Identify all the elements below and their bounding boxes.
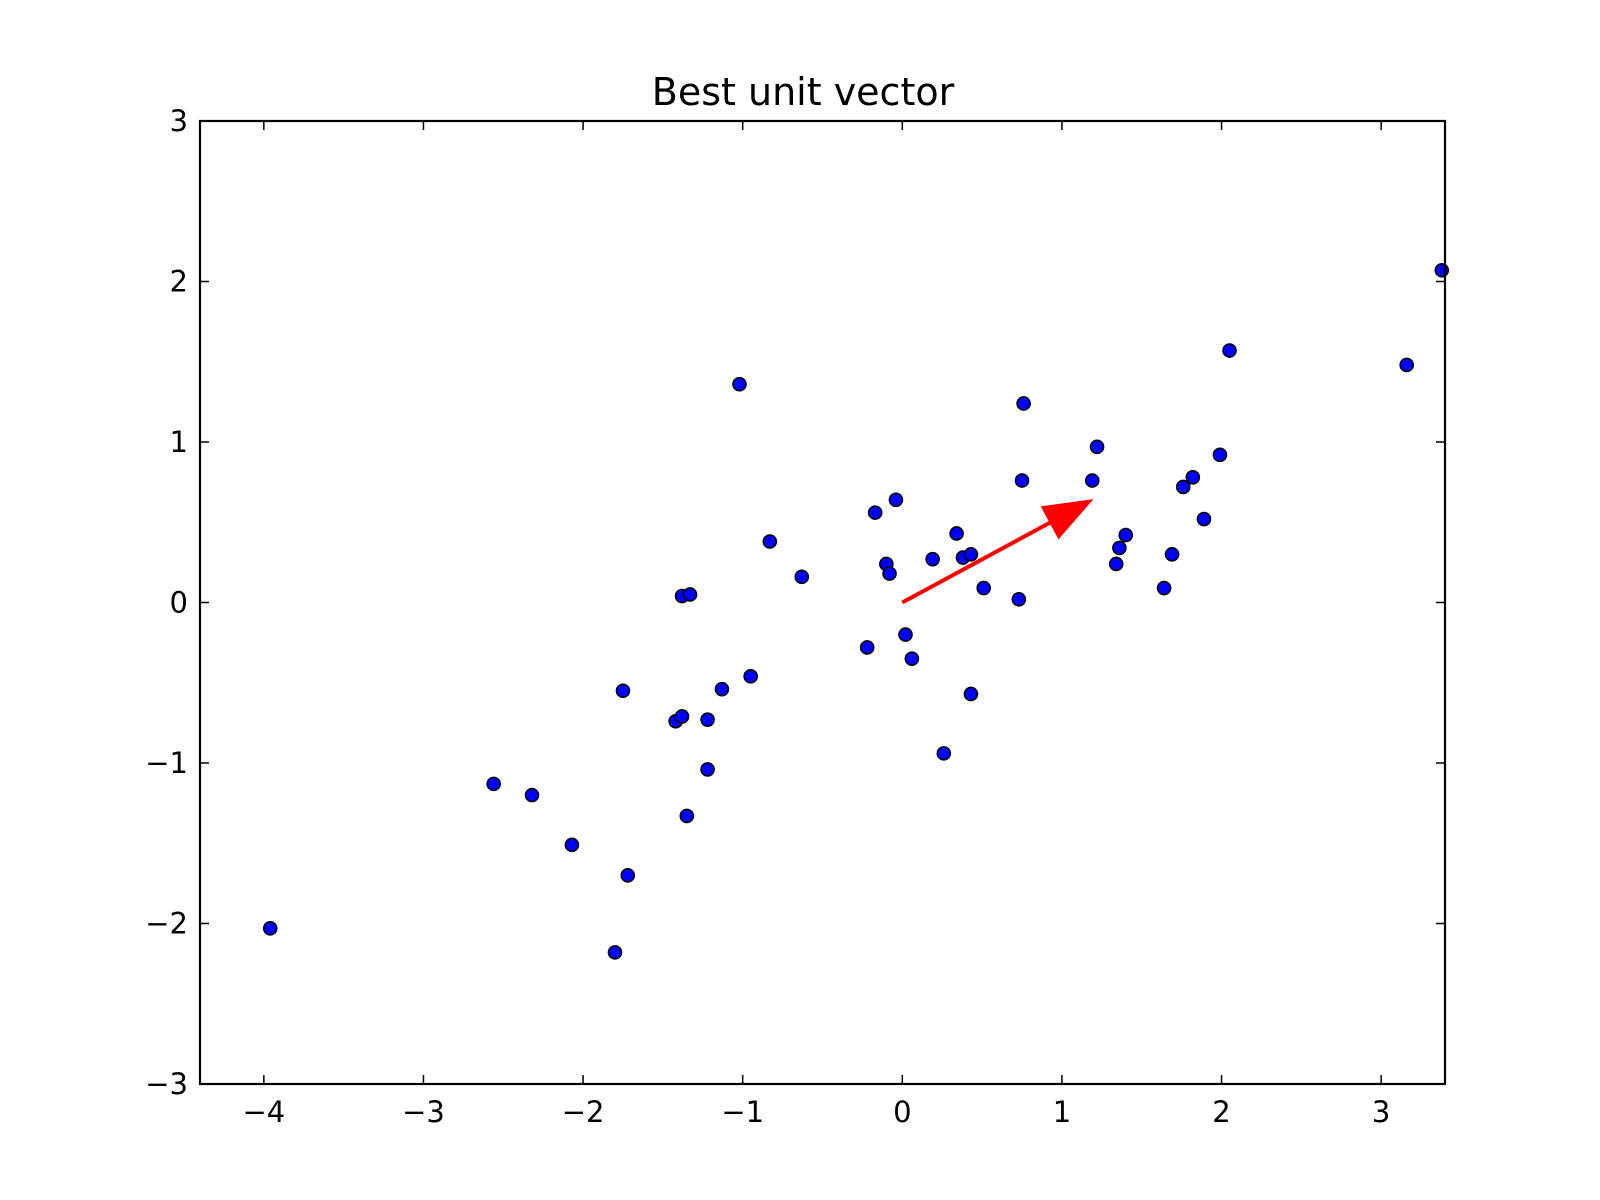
data-point	[262, 921, 278, 936]
data-point	[700, 762, 715, 777]
y-tick-label: −2	[145, 907, 188, 941]
data-point	[904, 651, 920, 666]
data-point	[1156, 580, 1172, 596]
data-point	[1011, 591, 1027, 607]
x-tick-label: −1	[721, 1095, 764, 1129]
y-tick-label: 1	[170, 425, 188, 459]
data-point	[976, 580, 992, 596]
data-point	[674, 709, 690, 724]
y-tick-label: 3	[170, 104, 188, 138]
x-tick-label: 0	[893, 1095, 911, 1129]
x-tick-label: −2	[562, 1095, 605, 1129]
data-point	[620, 868, 636, 883]
data-points	[262, 262, 1450, 960]
data-point	[867, 505, 883, 520]
data-point	[679, 808, 695, 824]
data-point	[1212, 447, 1228, 463]
data-point	[898, 627, 913, 642]
data-point	[888, 492, 904, 508]
data-point	[682, 587, 698, 602]
x-tick-label: 2	[1212, 1095, 1230, 1129]
x-tick-label: 1	[1053, 1095, 1071, 1129]
data-point	[1089, 439, 1105, 455]
chart-title: Best unit vector	[652, 70, 955, 114]
data-point	[486, 776, 501, 792]
data-point	[1164, 547, 1180, 562]
data-point	[1016, 396, 1031, 411]
data-point	[1108, 556, 1124, 572]
x-tick-label: −4	[242, 1095, 285, 1129]
data-point	[1222, 343, 1237, 358]
y-tick-label: −1	[145, 746, 188, 780]
data-point	[794, 569, 810, 585]
y-tick-label: 2	[170, 265, 188, 299]
data-point	[1434, 262, 1450, 278]
x-tick-label: 3	[1372, 1095, 1390, 1129]
data-point	[949, 526, 964, 541]
data-point	[1112, 540, 1127, 556]
data-point	[925, 551, 940, 567]
arrow-shaft	[901, 520, 1051, 605]
data-point	[743, 669, 758, 684]
data-point	[1196, 511, 1212, 527]
plot-frame	[198, 119, 1447, 1086]
data-point	[700, 712, 715, 727]
data-point	[564, 837, 580, 853]
data-point	[963, 547, 979, 562]
data-point	[882, 566, 897, 581]
y-tick-label: 0	[170, 586, 188, 620]
data-point	[607, 945, 623, 960]
data-point	[1175, 479, 1191, 495]
data-point	[732, 376, 747, 392]
data-point	[963, 686, 979, 702]
data-point	[859, 640, 875, 655]
data-point	[762, 534, 778, 549]
data-point	[1014, 473, 1030, 488]
data-point	[524, 787, 540, 803]
data-point	[936, 746, 952, 761]
unit-vector-arrow	[901, 499, 1094, 605]
data-point	[1399, 357, 1414, 373]
data-point	[714, 681, 730, 697]
data-point	[1118, 527, 1134, 543]
x-tick-label: −3	[402, 1095, 445, 1129]
data-point	[1185, 470, 1201, 485]
arrow-head	[1040, 499, 1094, 540]
data-point	[1084, 473, 1100, 488]
data-point	[615, 683, 631, 699]
y-tick-label: −3	[145, 1067, 188, 1101]
axis-ticks: −4 −3 −2 −1 0 1 2 3 −3 −2 −1 0 1 2 3	[145, 104, 1445, 1129]
